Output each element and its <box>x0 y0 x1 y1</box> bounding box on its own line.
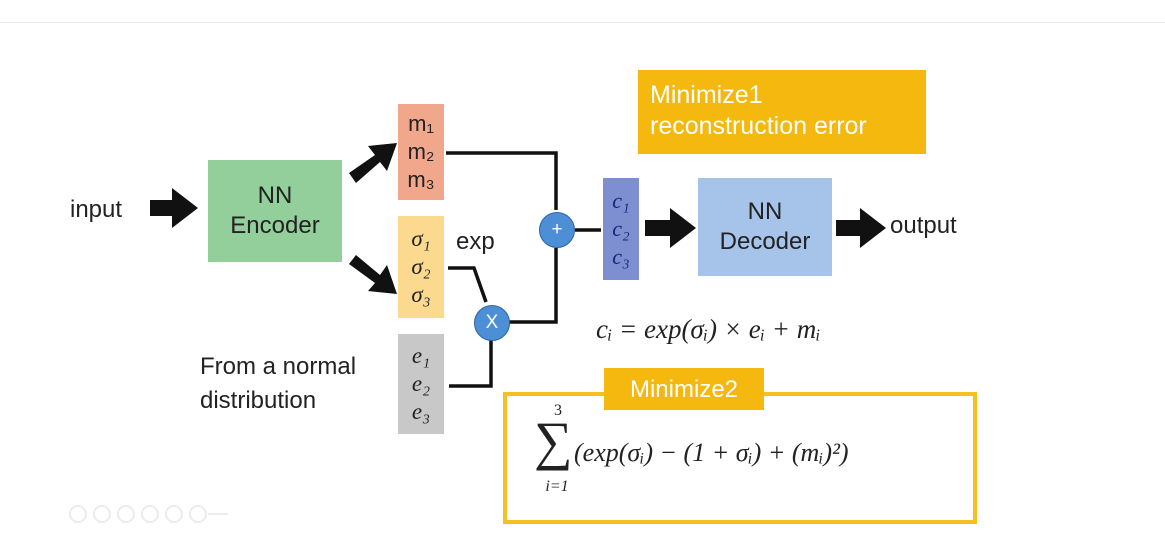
minimize1-line1: Minimize1 <box>650 81 763 109</box>
decoder-line1: NN <box>747 198 783 225</box>
faint-watermark <box>66 502 246 531</box>
sigma-item: σ₂ <box>411 254 431 279</box>
faint-icons <box>69 505 228 523</box>
noise-vector: e₁ e₂ e₃ <box>398 334 444 434</box>
code-equation: cᵢ = exp(σᵢ) × eᵢ + mᵢ <box>596 314 821 344</box>
arrow-icon <box>836 208 886 248</box>
c-item: c₂ <box>612 216 630 241</box>
sigma-item: σ₁ <box>411 226 431 251</box>
sum-lower-limit: i=1 <box>545 478 569 495</box>
output-label: output <box>890 212 957 239</box>
multiply-icon: X <box>474 305 510 341</box>
exp-label: exp <box>456 228 495 255</box>
input-label: input <box>70 196 123 223</box>
normal-label-line1: From a normal <box>200 353 357 380</box>
sum-upper-limit: 3 <box>554 402 562 419</box>
sum-expression: (exp(σᵢ) − (1 + σᵢ) + (mᵢ)²) <box>574 438 849 467</box>
normal-distribution-label: From a normal distribution <box>200 350 356 418</box>
sigma-item: σ₃ <box>411 282 431 307</box>
plus-icon: + <box>539 212 575 248</box>
e-item: e₂ <box>411 371 431 396</box>
minimize2-frame <box>503 392 977 524</box>
m-item: m₂ <box>407 139 435 164</box>
m-item: m₁ <box>408 111 434 136</box>
e-item: e₁ <box>411 343 431 368</box>
arrow-icon <box>645 208 696 248</box>
normal-label-line2: distribution <box>200 387 317 414</box>
minimize1-line2: reconstruction error <box>650 112 867 140</box>
encoder-line1: NN <box>257 182 293 209</box>
arrow-icon <box>150 188 198 228</box>
e-item: e₃ <box>411 399 431 424</box>
arrow-icon <box>349 255 397 294</box>
minimize2-callout: Minimize2 <box>604 368 764 410</box>
c-item: c₃ <box>612 244 630 269</box>
minimize1-callout: Minimize1 reconstruction error <box>638 70 926 154</box>
nn-decoder: NN Decoder <box>698 178 832 276</box>
mean-vector: m₁ m₂ m₃ <box>398 104 444 200</box>
sigma-vector: σ₁ σ₂ σ₃ <box>398 216 444 318</box>
encoder-line2: Encoder <box>230 212 320 239</box>
nn-encoder: NN Encoder <box>208 160 342 262</box>
sigma-symbol: ∑ <box>534 411 573 471</box>
c-item: c₁ <box>612 188 630 213</box>
code-vector: c₁ c₂ c₃ <box>603 178 639 280</box>
m-item: m₃ <box>407 167 435 192</box>
top-divider <box>0 22 1165 23</box>
arrow-icon <box>349 143 397 183</box>
decoder-line2: Decoder <box>719 228 811 255</box>
